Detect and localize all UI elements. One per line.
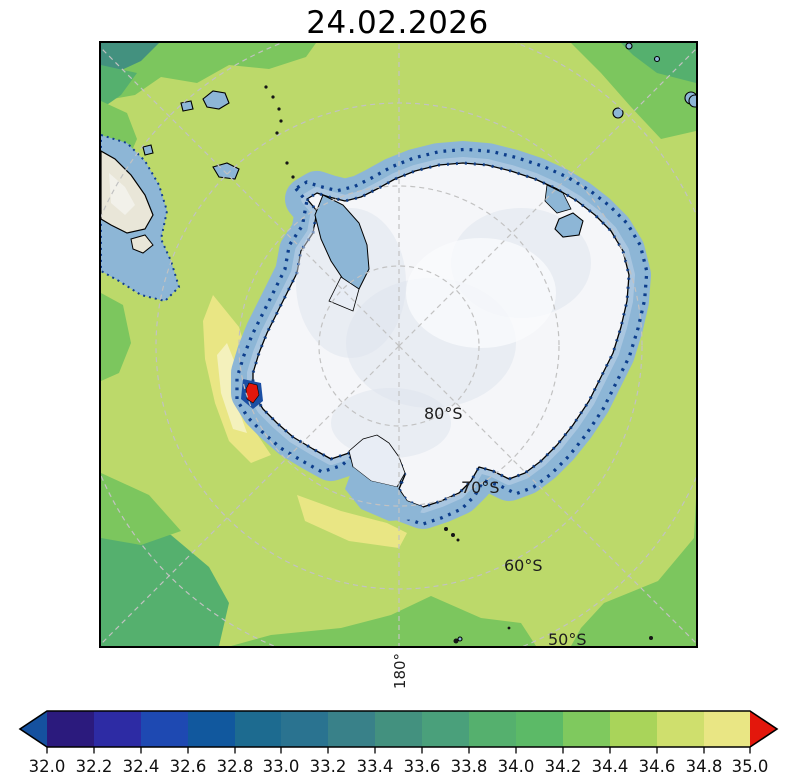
graticule xyxy=(101,43,696,646)
colorbar-segment xyxy=(516,711,563,747)
svg-text:33.4: 33.4 xyxy=(357,757,394,776)
colorbar-segment xyxy=(141,711,188,747)
svg-text:32.8: 32.8 xyxy=(217,757,254,776)
colorbar-segment xyxy=(563,711,610,747)
figure-title: 24.02.2026 xyxy=(306,5,489,41)
graticule-circle-70s xyxy=(238,185,560,507)
colorbar-segment xyxy=(47,711,94,747)
colorbar-segment xyxy=(94,711,141,747)
svg-text:35.0: 35.0 xyxy=(732,757,769,776)
ross-sea xyxy=(345,434,423,521)
colorbar-segment xyxy=(657,711,704,747)
ice-sheet-shading xyxy=(296,208,591,458)
svg-text:32.4: 32.4 xyxy=(123,757,160,776)
colorbar-over-arrow xyxy=(750,711,777,747)
parallel-label-50s: 50°S xyxy=(548,630,587,649)
colorbar-tick-marks xyxy=(46,747,751,754)
parallel-label-60s: 60°S xyxy=(504,556,543,575)
map-frame xyxy=(99,41,698,648)
colorbar-segment xyxy=(704,711,750,747)
colorbar-tick-labels: 32.0 32.2 32.4 32.6 32.8 33.0 33.2 33.4 … xyxy=(29,757,769,776)
colorbar-segment xyxy=(469,711,516,747)
south-georgia-island xyxy=(202,90,230,110)
svg-text:33.6: 33.6 xyxy=(404,757,441,776)
colorbar-under-arrow xyxy=(20,711,47,747)
colorbar-segment xyxy=(610,711,657,747)
svg-text:33.2: 33.2 xyxy=(310,757,347,776)
colorbar-segment xyxy=(188,711,235,747)
svg-text:34.6: 34.6 xyxy=(639,757,676,776)
svg-text:34.8: 34.8 xyxy=(686,757,723,776)
graticule-circle-80s xyxy=(318,265,480,427)
parallel-label-80s: 80°S xyxy=(424,404,463,423)
colorbar-segment xyxy=(375,711,422,747)
parallel-label-70s: 70°S xyxy=(461,478,500,497)
colorbar: 32.0 32.2 32.4 32.6 32.8 33.0 33.2 33.4 … xyxy=(18,710,779,776)
svg-text:33.0: 33.0 xyxy=(263,757,300,776)
weddell-sea xyxy=(314,194,370,312)
svg-text:32.0: 32.0 xyxy=(29,757,66,776)
svg-text:34.2: 34.2 xyxy=(545,757,582,776)
south-america-tip xyxy=(101,133,181,303)
svg-text:34.0: 34.0 xyxy=(498,757,535,776)
svg-text:33.8: 33.8 xyxy=(451,757,488,776)
svg-text:34.4: 34.4 xyxy=(592,757,629,776)
antarctica-map xyxy=(101,43,696,646)
svg-text:32.6: 32.6 xyxy=(170,757,207,776)
ocean-green-patches xyxy=(101,43,696,646)
colorbar-segments xyxy=(47,711,750,747)
colorbar-segment xyxy=(422,711,469,747)
svg-text:32.2: 32.2 xyxy=(76,757,113,776)
amery-bite xyxy=(544,184,572,214)
colorbar-arrows xyxy=(20,711,777,747)
red-over-range-spot xyxy=(245,382,260,404)
colorbar-segment xyxy=(328,711,375,747)
kerguelen-island xyxy=(554,212,584,238)
colorbar-segment xyxy=(235,711,281,747)
amundsen-spot xyxy=(241,379,263,409)
colorbar-segment xyxy=(281,711,328,747)
subantarctic-islands xyxy=(142,43,696,644)
meridian-label-180: 180° xyxy=(391,652,409,690)
